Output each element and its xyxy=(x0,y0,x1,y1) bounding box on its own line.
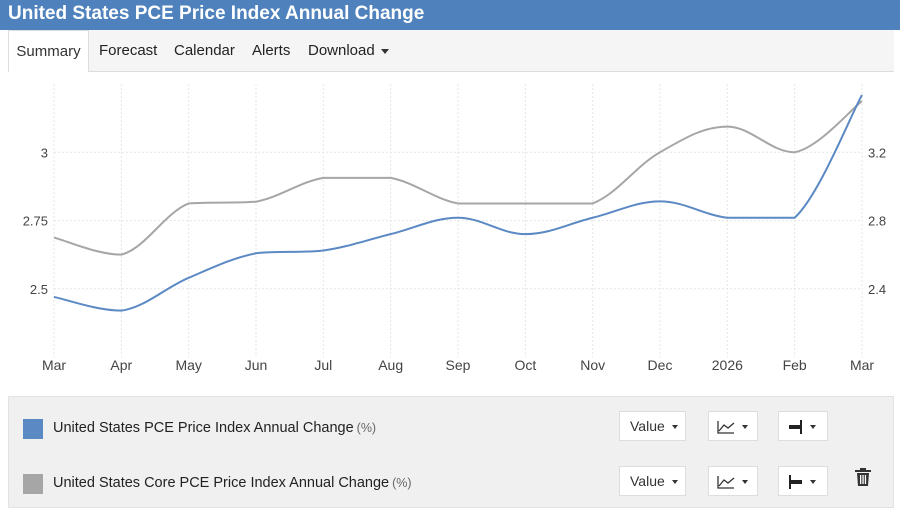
x-axis: Mar Apr May Jun Jul Aug Sep Oct Nov Dec 2026 Feb Mar xyxy=(42,357,874,373)
line-chart-icon xyxy=(717,476,735,489)
chevron-down-icon xyxy=(742,480,748,485)
tab-summary[interactable]: Summary xyxy=(8,30,89,72)
value-select[interactable]: Value xyxy=(619,466,686,496)
series-legend: United States PCE Price Index Annual Cha… xyxy=(8,396,894,508)
chart-series xyxy=(53,94,863,312)
y-tick-label-left: 2.5 xyxy=(30,282,48,297)
legend-series-unit: (%) xyxy=(392,476,412,490)
x-tick-label: Dec xyxy=(648,357,673,373)
legend-series-name: United States PCE Price Index Annual Cha… xyxy=(53,420,354,436)
chevron-down-icon xyxy=(742,425,748,430)
legend-series-unit: (%) xyxy=(356,421,377,435)
x-tick-label: Sep xyxy=(446,357,471,373)
x-tick-label: Oct xyxy=(514,357,536,373)
tab-calendar[interactable]: Calendar xyxy=(174,42,235,59)
page-title: United States PCE Price Index Annual Cha… xyxy=(0,0,900,30)
x-tick-label: Aug xyxy=(378,357,403,373)
chevron-down-icon xyxy=(810,425,816,430)
series-color-swatch[interactable] xyxy=(23,419,43,439)
y-tick-label-right: 2.4 xyxy=(868,282,886,297)
axis-right-icon xyxy=(789,420,802,435)
chart-type-select[interactable] xyxy=(708,411,758,441)
x-tick-label: May xyxy=(175,357,201,373)
delete-series-button[interactable] xyxy=(855,468,871,491)
legend-row-core: United States Core PCE Price Index Annua… xyxy=(9,454,893,509)
trash-icon xyxy=(855,468,871,486)
chevron-down-icon xyxy=(671,425,678,430)
legend-row-pce: United States PCE Price Index Annual Cha… xyxy=(9,399,893,454)
y-tick-label-right: 2.8 xyxy=(868,214,886,229)
chevron-down-icon xyxy=(671,480,678,485)
axis-side-select[interactable] xyxy=(778,411,828,441)
value-select-label: Value xyxy=(630,473,665,489)
tab-download[interactable]: Download xyxy=(308,30,389,71)
axis-left-icon xyxy=(789,475,802,490)
y-axis-right: 2.4 2.8 3.2 xyxy=(868,145,886,297)
line-chart-icon xyxy=(717,421,735,434)
chart-type-select[interactable] xyxy=(708,466,758,496)
x-tick-label: Mar xyxy=(850,357,874,373)
line-chart: 2.5 2.75 3 2.4 2.8 3.2 Mar Apr May Jun Jul Aug Sep… xyxy=(23,84,886,373)
series-color-swatch[interactable] xyxy=(23,474,43,494)
tab-download-label: Download xyxy=(308,42,375,59)
y-tick-label-left: 3 xyxy=(41,145,48,160)
legend-series-name: United States Core PCE Price Index Annua… xyxy=(53,475,390,491)
x-tick-label: Jun xyxy=(245,357,268,373)
y-tick-label-left: 2.75 xyxy=(23,214,48,229)
tab-forecast[interactable]: Forecast xyxy=(99,42,158,59)
series-line-pce xyxy=(53,94,863,312)
x-tick-label: Nov xyxy=(580,357,605,373)
x-tick-label: Mar xyxy=(42,357,66,373)
x-tick-label: 2026 xyxy=(712,357,743,373)
legend-series-label: United States Core PCE Price Index Annua… xyxy=(53,475,412,491)
tab-alerts[interactable]: Alerts xyxy=(252,42,291,59)
x-tick-label: Apr xyxy=(110,357,132,373)
chevron-down-icon xyxy=(810,480,816,485)
value-select-label: Value xyxy=(630,418,665,434)
y-tick-label-right: 3.2 xyxy=(868,145,886,160)
value-select[interactable]: Value xyxy=(619,411,686,441)
x-tick-label: Feb xyxy=(783,357,807,373)
chevron-down-icon xyxy=(380,48,389,54)
y-axis-left: 2.5 2.75 3 xyxy=(23,145,48,297)
series-line-core xyxy=(53,100,863,256)
x-tick-label: Jul xyxy=(314,357,332,373)
tab-bar: Summary Forecast Calendar Alerts Downloa… xyxy=(8,30,894,72)
axis-side-select[interactable] xyxy=(778,466,828,496)
legend-series-label: United States PCE Price Index Annual Cha… xyxy=(53,420,376,436)
chart-grid xyxy=(53,84,863,357)
